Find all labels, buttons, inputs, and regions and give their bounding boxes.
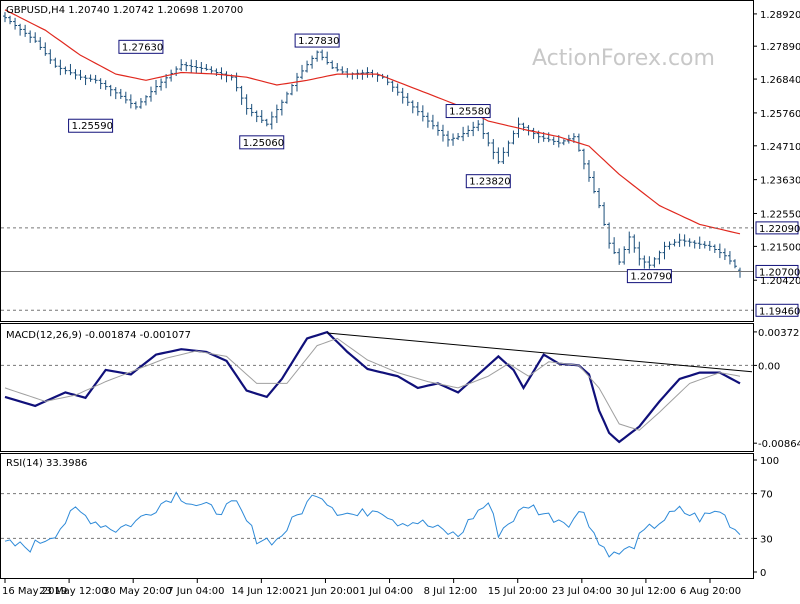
macd-y-tick-label: 0.00 [758, 361, 780, 372]
macd-y-tick-label: -0.008643 [758, 439, 800, 450]
price-annotation-box [68, 118, 114, 133]
rsi-y-tick-label: 30 [760, 534, 773, 545]
price-y-tick-label: 1.21500 [760, 242, 800, 253]
price-y-tick-label: 1.27890 [760, 42, 800, 53]
price-annotation-label: 1.25580 [449, 107, 490, 118]
price-annotation-label: 1.23820 [469, 177, 510, 188]
price-y-tick-label: 1.22550 [760, 209, 800, 220]
axes: 1.28920 1.27890 1.26840 1.25760 1.24710 1.236… [2, 10, 800, 597]
x-tick-label: 1 Jul 04:00 [360, 586, 414, 597]
price-y-tick-label: 1.23630 [760, 176, 800, 187]
x-tick-label: 23 May 12:00 [39, 586, 108, 597]
key-level-label: 1.20700 [759, 267, 800, 278]
rsi-line [4, 491, 741, 558]
key-level-tag [755, 221, 799, 235]
price-y-tick-label: 1.26840 [760, 75, 800, 86]
watermark: ActionForex.com [532, 46, 715, 71]
x-tick-label: 14 Jun 12:00 [231, 586, 295, 597]
price-annotation-box [239, 135, 285, 150]
price-annotation-box [118, 39, 164, 54]
x-tick-label: 15 Jul 20:00 [488, 586, 548, 597]
price-annotation-label: 1.27630 [122, 42, 163, 53]
price-pane: 1.22090 1.19460 1.20700 1.27630 1.25590 1.250… [1, 9, 800, 317]
rsi-y-tick-label: 70 [760, 490, 773, 501]
macd-line [4, 330, 741, 444]
x-tick-label: 6 Aug 20:00 [680, 586, 741, 597]
macd-signal-line [4, 337, 741, 431]
price-y-tick-label: 1.28920 [760, 10, 800, 21]
rsi-pane [1, 491, 753, 558]
key-level-tag [755, 303, 799, 317]
price-y-tick-label: 1.24710 [760, 142, 800, 153]
macd-pane-frame [0, 323, 754, 452]
price-annotation-box [294, 33, 340, 48]
macd-trendline [327, 332, 753, 373]
key-level-tag [755, 264, 799, 278]
price-title: GBPUSD,H4 1.20740 1.20742 1.20698 1.2070… [6, 5, 243, 16]
rsi-title: RSI(14) 33.3986 [6, 458, 87, 469]
macd-y-tick-label: 0.003722 [758, 328, 800, 339]
moving-average-line [4, 9, 741, 235]
macd-title: MACD(12,26,9) -0.001874 -0.001077 [6, 330, 191, 341]
x-tick-label: 7 Jun 04:00 [167, 586, 224, 597]
x-tick-label: 30 Jul 12:00 [616, 586, 676, 597]
price-y-tick-label: 1.20420 [760, 276, 800, 287]
x-tick-label: 8 Jul 12:00 [424, 586, 478, 597]
x-tick-label: 23 Jul 04:00 [552, 586, 612, 597]
macd-pane [1, 330, 753, 444]
x-tick-label: 30 May 20:00 [103, 586, 172, 597]
price-annotation-label: 1.20790 [630, 272, 671, 283]
rsi-y-tick-label: 100 [760, 456, 779, 467]
key-level-label: 1.22090 [759, 224, 800, 235]
price-annotation-box [465, 174, 511, 189]
price-annotation-label: 1.27830 [298, 36, 339, 47]
key-level-label: 1.19460 [759, 306, 800, 317]
price-pane-frame [0, 0, 754, 322]
rsi-y-tick-label: 0 [760, 568, 766, 579]
price-y-tick-label: 1.25760 [760, 109, 800, 120]
price-annotation-box [445, 104, 491, 119]
price-annotation-box [626, 269, 672, 284]
rsi-pane-frame [0, 453, 754, 579]
x-tick-label: 21 Jun 20:00 [295, 586, 359, 597]
x-tick-label: 16 May 2019 [2, 586, 67, 597]
price-annotation-label: 1.25590 [72, 121, 113, 132]
price-annotation-label: 1.25060 [243, 138, 284, 149]
